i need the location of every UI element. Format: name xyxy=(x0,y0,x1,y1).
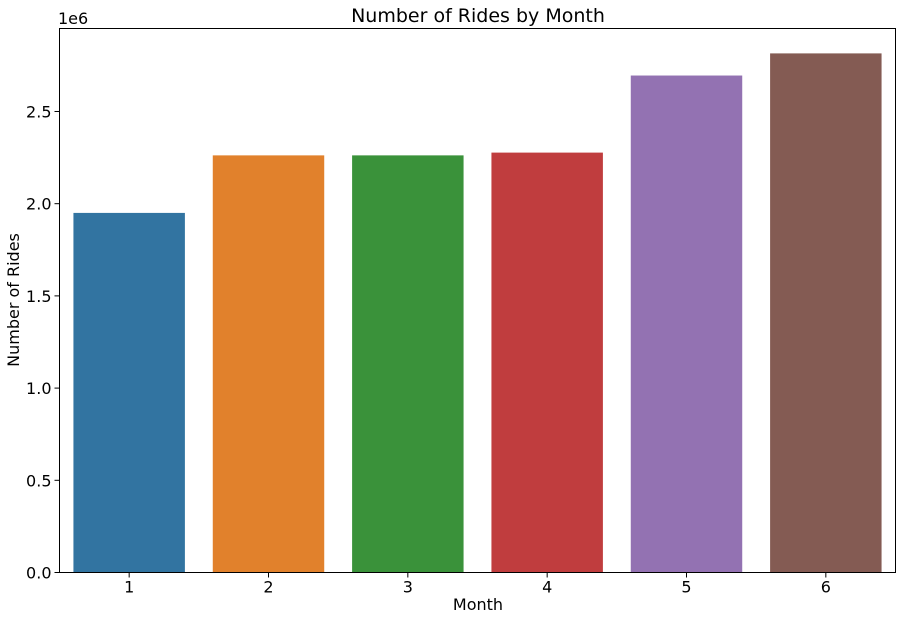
y-axis-label: Number of Rides xyxy=(4,233,23,367)
plot-frame xyxy=(59,28,896,573)
y-tick-label-1: 0.5 xyxy=(26,471,51,490)
y-tick-label-5: 2.5 xyxy=(26,102,51,121)
bar-month-2 xyxy=(212,155,325,573)
bar-month-1 xyxy=(73,212,185,573)
y-tick-label-3: 1.5 xyxy=(26,287,51,306)
x-tick-label-5: 5 xyxy=(681,578,691,597)
x-axis-label: Month xyxy=(453,595,503,614)
bar-month-5 xyxy=(630,75,743,573)
y-tick-label-4: 2.0 xyxy=(26,195,51,214)
x-axis: 1 2 3 4 5 6 xyxy=(124,572,831,597)
x-tick-label-2: 2 xyxy=(263,578,273,597)
y-tick-label-2: 1.0 xyxy=(26,379,51,398)
y-axis-offset-label: 1e6 xyxy=(58,9,88,28)
x-tick-label-3: 3 xyxy=(403,578,413,597)
bar-month-6 xyxy=(770,53,882,573)
chart-title: Number of Rides by Month xyxy=(351,5,605,27)
bars-group xyxy=(73,53,882,573)
x-tick-label-1: 1 xyxy=(124,578,134,597)
x-tick-label-4: 4 xyxy=(542,578,552,597)
bar-month-3 xyxy=(352,155,464,573)
y-tick-label-0: 0.0 xyxy=(26,564,51,583)
y-axis: 0.0 0.5 1.0 1.5 2.0 2.5 xyxy=(26,102,60,583)
bar-month-4 xyxy=(491,152,603,573)
x-tick-label-6: 6 xyxy=(821,578,831,597)
